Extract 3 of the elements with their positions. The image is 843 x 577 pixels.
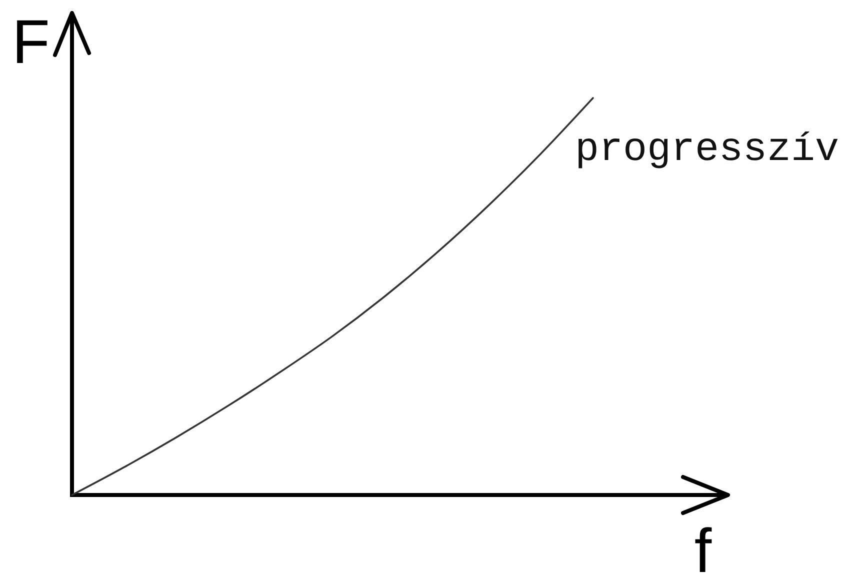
series-label: progresszív — [575, 128, 840, 173]
x-axis-title: f — [694, 517, 712, 577]
y-axis-title: F — [12, 8, 50, 77]
